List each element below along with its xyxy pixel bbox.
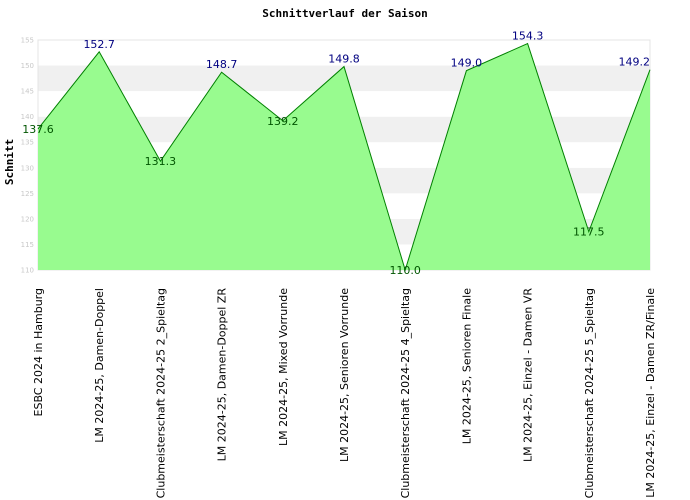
x-tick-label: LM 2024-25, Einzel - Damen ZR/Finale	[644, 288, 657, 498]
data-label: 117.5	[573, 226, 605, 239]
data-label: 149.8	[328, 53, 360, 66]
y-tick-label: 110	[21, 267, 34, 275]
x-tick-label: LM 2024-25, Einzel - Damen VR	[522, 288, 535, 462]
data-label: 154.3	[512, 30, 544, 43]
y-tick-label: 115	[21, 241, 34, 249]
area-fill	[38, 43, 650, 271]
x-tick-label: LM 2024-25, Damen-Doppel ZR	[216, 288, 229, 462]
y-tick-label: 135	[21, 139, 34, 147]
y-tick-label: 140	[21, 113, 34, 121]
x-tick-label: LM 2024-25, Senioren Finale	[460, 288, 473, 444]
y-axis-ticks: 110 115 120 125 130 135 140 145 150 155	[21, 37, 34, 275]
x-tick-label: Clubmeisterschaft 2024-25 5_Spieltag	[583, 288, 596, 498]
chart-title: Schnittverlauf der Saison	[262, 7, 428, 20]
y-tick-label: 130	[21, 164, 34, 172]
x-tick-label: LM 2024-25, Damen-Doppel	[93, 288, 106, 443]
y-tick-label: 125	[21, 190, 34, 198]
x-tick-label: LM 2024-25, Senioren Vorrunde	[338, 288, 351, 462]
y-tick-label: 120	[21, 215, 34, 223]
data-label: 152.7	[83, 38, 115, 51]
x-tick-label: Clubmeisterschaft 2024-25 4_Spieltag	[399, 288, 412, 498]
series-line	[37, 42, 651, 272]
x-axis-ticks: ESBC 2024 in Hamburg LM 2024-25, Damen-Do…	[32, 288, 657, 499]
y-tick-label: 155	[21, 37, 34, 45]
x-tick-label: ESBC 2024 in Hamburg	[32, 288, 45, 416]
y-tick-label: 145	[21, 88, 34, 96]
data-label: 110.0	[389, 264, 421, 277]
data-label: 139.2	[267, 115, 299, 128]
series-area	[37, 42, 651, 272]
data-label: 149.2	[619, 56, 651, 69]
data-label: 131.3	[145, 155, 177, 168]
data-label: 149.0	[451, 57, 483, 70]
x-tick-label: LM 2024-25, Mixed Vorrunde	[277, 288, 290, 446]
y-tick-label: 150	[21, 62, 34, 70]
grid-band	[38, 40, 650, 66]
data-labels: 137.6 152.7 131.3 148.7 139.2 149.8 110.0 149.0…	[22, 30, 650, 277]
data-label: 148.7	[206, 58, 238, 71]
x-tick-label: Clubmeisterschaft 2024-25 2_Spieltag	[154, 288, 167, 498]
y-axis-label: Schnitt	[3, 139, 16, 185]
data-label: 137.6	[22, 123, 54, 136]
